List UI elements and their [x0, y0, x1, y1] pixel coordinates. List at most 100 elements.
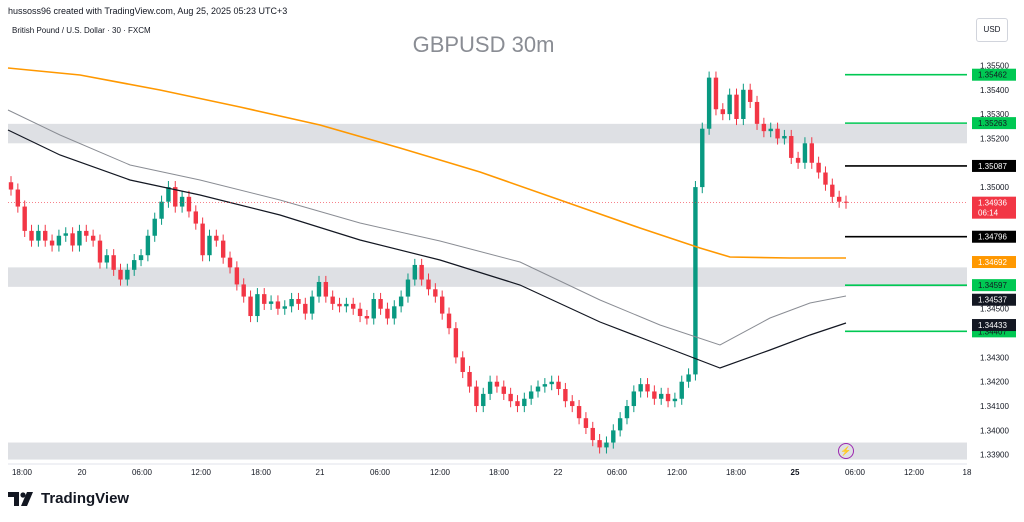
candle-body [631, 391, 637, 407]
candle-body [727, 94, 732, 115]
x-tick-label: 18:00 [251, 468, 272, 477]
candle-body [563, 389, 568, 402]
level-badge [972, 159, 1016, 172]
price-badge [972, 196, 1016, 219]
level-badge [972, 68, 1016, 81]
candle-body [453, 328, 459, 358]
candle-body [556, 381, 561, 390]
candle-body [597, 440, 602, 448]
x-tick-label: 06:00 [132, 468, 153, 477]
level-badge-label: 1.34597 [978, 281, 1007, 290]
candle-body [357, 308, 363, 317]
candle-body [467, 371, 472, 387]
candle-body [337, 303, 342, 307]
candle-body [255, 294, 260, 317]
candle-body [768, 128, 773, 132]
candle-body [487, 381, 493, 394]
price-badge [972, 319, 1016, 332]
candle-body [741, 89, 746, 119]
candle-body [706, 77, 712, 129]
candle-body [515, 401, 520, 407]
candle-body [665, 393, 671, 402]
candle-body [29, 230, 34, 241]
brand-name: TradingView [41, 490, 130, 507]
y-tick-label: 1.35000 [980, 183, 1009, 192]
y-tick-label: 1.34500 [980, 305, 1009, 314]
zone-band [8, 267, 967, 287]
level-badge-label: 1.35462 [978, 71, 1007, 80]
level-badge-label: 1.35263 [978, 119, 1007, 128]
candle-body [22, 206, 27, 231]
candle-body [173, 187, 178, 207]
candle-body [289, 299, 294, 307]
candle-body [138, 255, 144, 261]
candle-body [309, 296, 315, 314]
level-badge-label: 1.35087 [978, 162, 1007, 171]
price-badge [972, 256, 1016, 269]
candle-body [303, 303, 308, 314]
x-tick-label: 06:00 [607, 468, 628, 477]
candle-body [734, 94, 739, 119]
candle-body [8, 182, 14, 190]
tradingview-logo-icon [8, 491, 33, 506]
candle-body [809, 143, 814, 163]
symbol-label: British Pound / U.S. Dollar · 30 · FXCM [12, 26, 151, 35]
zone-band [8, 442, 967, 460]
x-tick-label: 18:00 [12, 468, 33, 477]
candle-body [830, 184, 835, 197]
candle-body [125, 269, 130, 280]
candle-body [371, 299, 376, 319]
candle-body [97, 240, 103, 263]
lightning-icon[interactable]: ⚡ [838, 443, 854, 459]
candle-body [775, 128, 780, 139]
level-badge [972, 279, 1016, 292]
candle-body [248, 296, 253, 317]
x-tick-label: 12:00 [667, 468, 688, 477]
y-tick-label: 1.34000 [980, 426, 1009, 435]
candle-body [747, 89, 753, 102]
candle-body [802, 143, 808, 163]
candle-body [617, 418, 623, 431]
candle-body [49, 240, 55, 246]
price-badge-label: 1.34936 [978, 199, 1007, 208]
x-tick-label: 21 [316, 468, 325, 477]
candle-body [700, 128, 705, 188]
candle-body [227, 257, 233, 268]
candle-body [179, 196, 185, 207]
candle-body [508, 393, 513, 402]
candle-body [433, 289, 438, 297]
candle-body [823, 172, 828, 185]
currency-button[interactable]: USD [976, 18, 1008, 42]
y-tick-label: 1.35500 [980, 61, 1009, 70]
candle-body [583, 418, 589, 428]
y-tick-label: 1.34300 [980, 353, 1009, 362]
level-badge [972, 230, 1016, 243]
candle-body [679, 381, 684, 399]
candle-body [15, 189, 21, 207]
x-tick-label: 12:00 [430, 468, 451, 477]
candle-body [262, 294, 267, 304]
candle-body [241, 284, 246, 297]
candle-body [323, 281, 329, 297]
x-tick-label: 06:00 [370, 468, 391, 477]
level-badge [972, 117, 1016, 130]
y-tick-label: 1.35200 [980, 134, 1009, 143]
candle-body [638, 384, 643, 392]
candle-body [378, 299, 383, 309]
candle-body [720, 109, 726, 115]
candle-body [43, 230, 48, 241]
candle-body [426, 279, 431, 290]
candle-body [234, 267, 240, 285]
y-tick-label: 1.35400 [980, 86, 1009, 95]
x-tick-label: 18 [963, 468, 972, 477]
x-tick-label: 12:00 [191, 468, 212, 477]
candle-body [789, 136, 794, 158]
candle-body [385, 308, 390, 319]
candle-body [275, 301, 281, 309]
y-tick-label: 1.34200 [980, 378, 1009, 387]
candle-body [570, 401, 575, 407]
candle-body [501, 386, 506, 394]
candle-body [351, 303, 356, 309]
candle-body [836, 196, 842, 202]
